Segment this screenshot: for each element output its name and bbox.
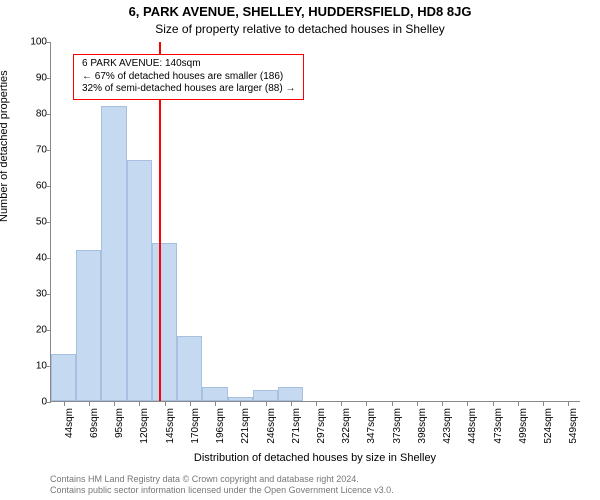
y-tick-mark [46, 294, 51, 295]
y-tick-mark [46, 42, 51, 43]
callout-line-2: ← 67% of detached houses are smaller (18… [82, 71, 295, 84]
y-tick-label: 20 [17, 325, 47, 336]
y-tick-label: 10 [17, 361, 47, 372]
histogram-bar [152, 243, 177, 401]
credits: Contains HM Land Registry data © Crown c… [50, 474, 394, 496]
y-tick-label: 40 [17, 253, 47, 264]
x-tick-mark [442, 401, 443, 406]
y-tick-label: 0 [17, 397, 47, 408]
callout-box: 6 PARK AVENUE: 140sqm ← 67% of detached … [73, 54, 304, 100]
x-tick-label: 170sqm [190, 408, 193, 444]
y-tick-label: 100 [17, 37, 47, 48]
x-tick-mark [240, 401, 241, 406]
y-tick-label: 80 [17, 109, 47, 120]
x-tick-mark [64, 401, 65, 406]
x-tick-label: 549sqm [568, 408, 571, 444]
y-tick-label: 50 [17, 217, 47, 228]
x-tick-label: 524sqm [543, 408, 546, 444]
x-tick-label: 473sqm [493, 408, 496, 444]
x-tick-label: 44sqm [64, 408, 67, 438]
x-tick-mark [467, 401, 468, 406]
x-tick-label: 196sqm [215, 408, 218, 444]
x-tick-label: 95sqm [114, 408, 117, 438]
x-tick-mark [341, 401, 342, 406]
x-tick-mark [89, 401, 90, 406]
x-tick-label: 271sqm [291, 408, 294, 444]
y-tick-mark [46, 78, 51, 79]
x-tick-mark [366, 401, 367, 406]
x-tick-mark [392, 401, 393, 406]
x-tick-mark [165, 401, 166, 406]
x-tick-mark [114, 401, 115, 406]
page-title: 6, PARK AVENUE, SHELLEY, HUDDERSFIELD, H… [0, 4, 600, 19]
y-tick-mark [46, 222, 51, 223]
histogram-bar [253, 390, 278, 401]
plot-area: 010203040506070809010044sqm69sqm95sqm120… [50, 42, 580, 402]
histogram-bar [278, 387, 303, 401]
x-tick-label: 448sqm [467, 408, 470, 444]
x-tick-mark [417, 401, 418, 406]
y-tick-label: 90 [17, 73, 47, 84]
histogram-bar [127, 160, 152, 401]
callout-line-3: 32% of semi-detached houses are larger (… [82, 83, 295, 96]
y-tick-mark [46, 258, 51, 259]
y-tick-label: 70 [17, 145, 47, 156]
y-tick-mark [46, 114, 51, 115]
y-tick-mark [46, 150, 51, 151]
x-tick-label: 297sqm [316, 408, 319, 444]
credit-line-2: Contains public sector information licen… [50, 485, 394, 496]
x-tick-label: 221sqm [240, 408, 243, 444]
x-axis-label: Distribution of detached houses by size … [50, 452, 580, 464]
x-tick-mark [518, 401, 519, 406]
x-tick-mark [215, 401, 216, 406]
y-tick-mark [46, 186, 51, 187]
histogram-bar [101, 106, 126, 401]
histogram-bar [202, 387, 227, 401]
y-tick-mark [46, 330, 51, 331]
x-tick-mark [568, 401, 569, 406]
x-tick-label: 347sqm [366, 408, 369, 444]
y-tick-label: 30 [17, 289, 47, 300]
x-tick-label: 322sqm [341, 408, 344, 444]
y-axis-label: Number of detached properties [0, 70, 10, 222]
x-tick-label: 246sqm [266, 408, 269, 444]
x-tick-mark [316, 401, 317, 406]
credit-line-1: Contains HM Land Registry data © Crown c… [50, 474, 394, 485]
x-tick-label: 423sqm [442, 408, 445, 444]
x-tick-mark [190, 401, 191, 406]
x-tick-label: 373sqm [392, 408, 395, 444]
y-tick-mark [46, 402, 51, 403]
chart-root: 6, PARK AVENUE, SHELLEY, HUDDERSFIELD, H… [0, 0, 600, 500]
x-tick-mark [493, 401, 494, 406]
x-tick-mark [291, 401, 292, 406]
x-tick-label: 120sqm [139, 408, 142, 444]
page-subtitle: Size of property relative to detached ho… [0, 22, 600, 36]
histogram-bar [76, 250, 101, 401]
histogram-bar [51, 354, 76, 401]
histogram-bar [177, 336, 202, 401]
x-tick-label: 398sqm [417, 408, 420, 444]
callout-line-1: 6 PARK AVENUE: 140sqm [82, 58, 295, 71]
x-tick-label: 145sqm [165, 408, 168, 444]
x-tick-label: 69sqm [89, 408, 92, 438]
x-tick-mark [139, 401, 140, 406]
x-tick-mark [543, 401, 544, 406]
x-tick-label: 499sqm [518, 408, 521, 444]
x-tick-mark [266, 401, 267, 406]
y-tick-label: 60 [17, 181, 47, 192]
